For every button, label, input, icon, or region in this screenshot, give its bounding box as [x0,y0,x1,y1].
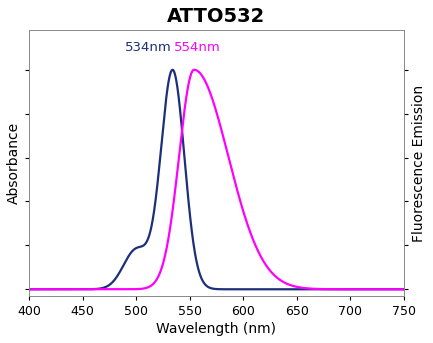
Title: ATTO532: ATTO532 [168,7,265,26]
Text: 554nm: 554nm [174,42,220,55]
Text: 534nm: 534nm [125,42,171,55]
X-axis label: Wavelength (nm): Wavelength (nm) [156,322,277,336]
Y-axis label: Absorbance: Absorbance [7,122,21,204]
Y-axis label: Fluorescence Emission: Fluorescence Emission [412,84,426,241]
